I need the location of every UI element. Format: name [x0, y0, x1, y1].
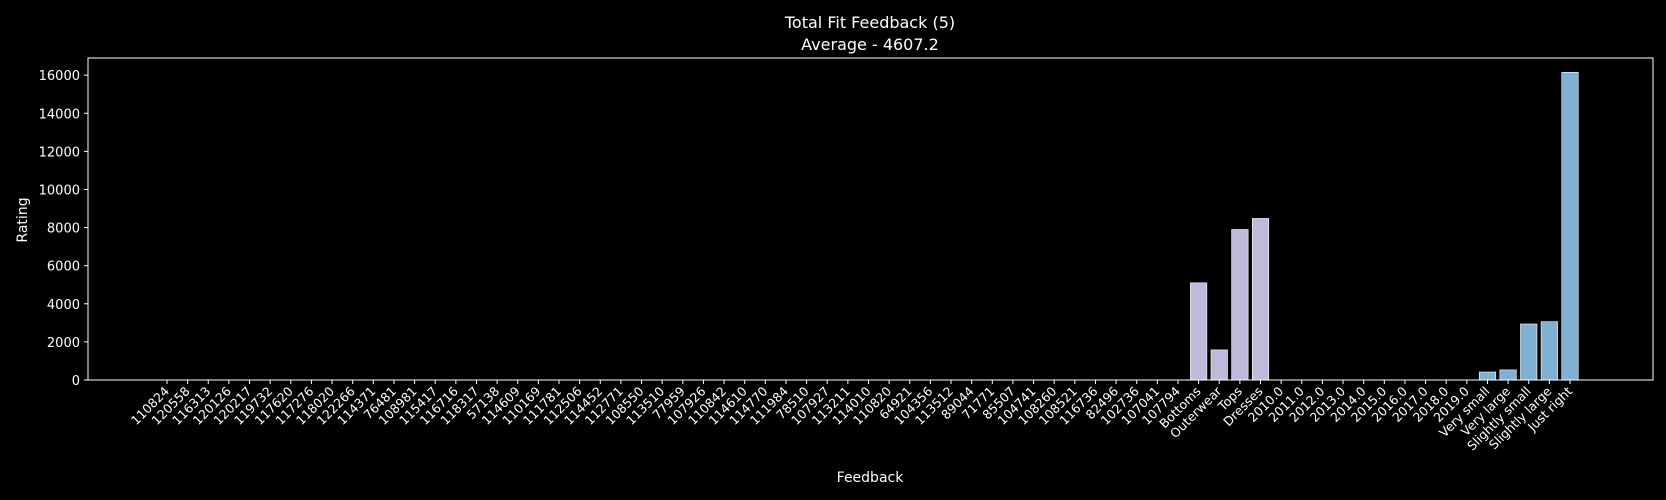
y-tick-label: 8000 [47, 222, 80, 237]
bar [1210, 349, 1228, 381]
y-tick-label: 14000 [39, 107, 80, 122]
bar [1251, 218, 1270, 381]
bar [1561, 71, 1579, 381]
chart-title: Total Fit Feedback (5) [784, 13, 955, 32]
y-tick-label: 6000 [47, 260, 80, 275]
bar-series [158, 71, 1579, 381]
y-tick-label: 2000 [47, 336, 80, 351]
y-tick-label: 16000 [39, 69, 80, 84]
y-axis-label: Rating [15, 197, 31, 242]
bar [1540, 321, 1558, 381]
bar [1478, 371, 1497, 381]
bar [1190, 282, 1208, 381]
y-tick-label: 10000 [39, 183, 80, 198]
chart-subtitle: Average - 4607.2 [801, 35, 939, 54]
y-tick-label: 0 [72, 374, 80, 389]
bar [1520, 323, 1538, 381]
y-tick-label: 4000 [47, 298, 80, 313]
bar [1231, 229, 1249, 381]
x-axis-label: Feedback [837, 470, 905, 486]
y-tick-label: 12000 [39, 145, 80, 160]
bar [1499, 369, 1517, 381]
y-axis: 0 2000 4000 6000 8000 10000 12000 14000 16000 [39, 69, 88, 389]
plot-area-frame [87, 57, 1654, 381]
